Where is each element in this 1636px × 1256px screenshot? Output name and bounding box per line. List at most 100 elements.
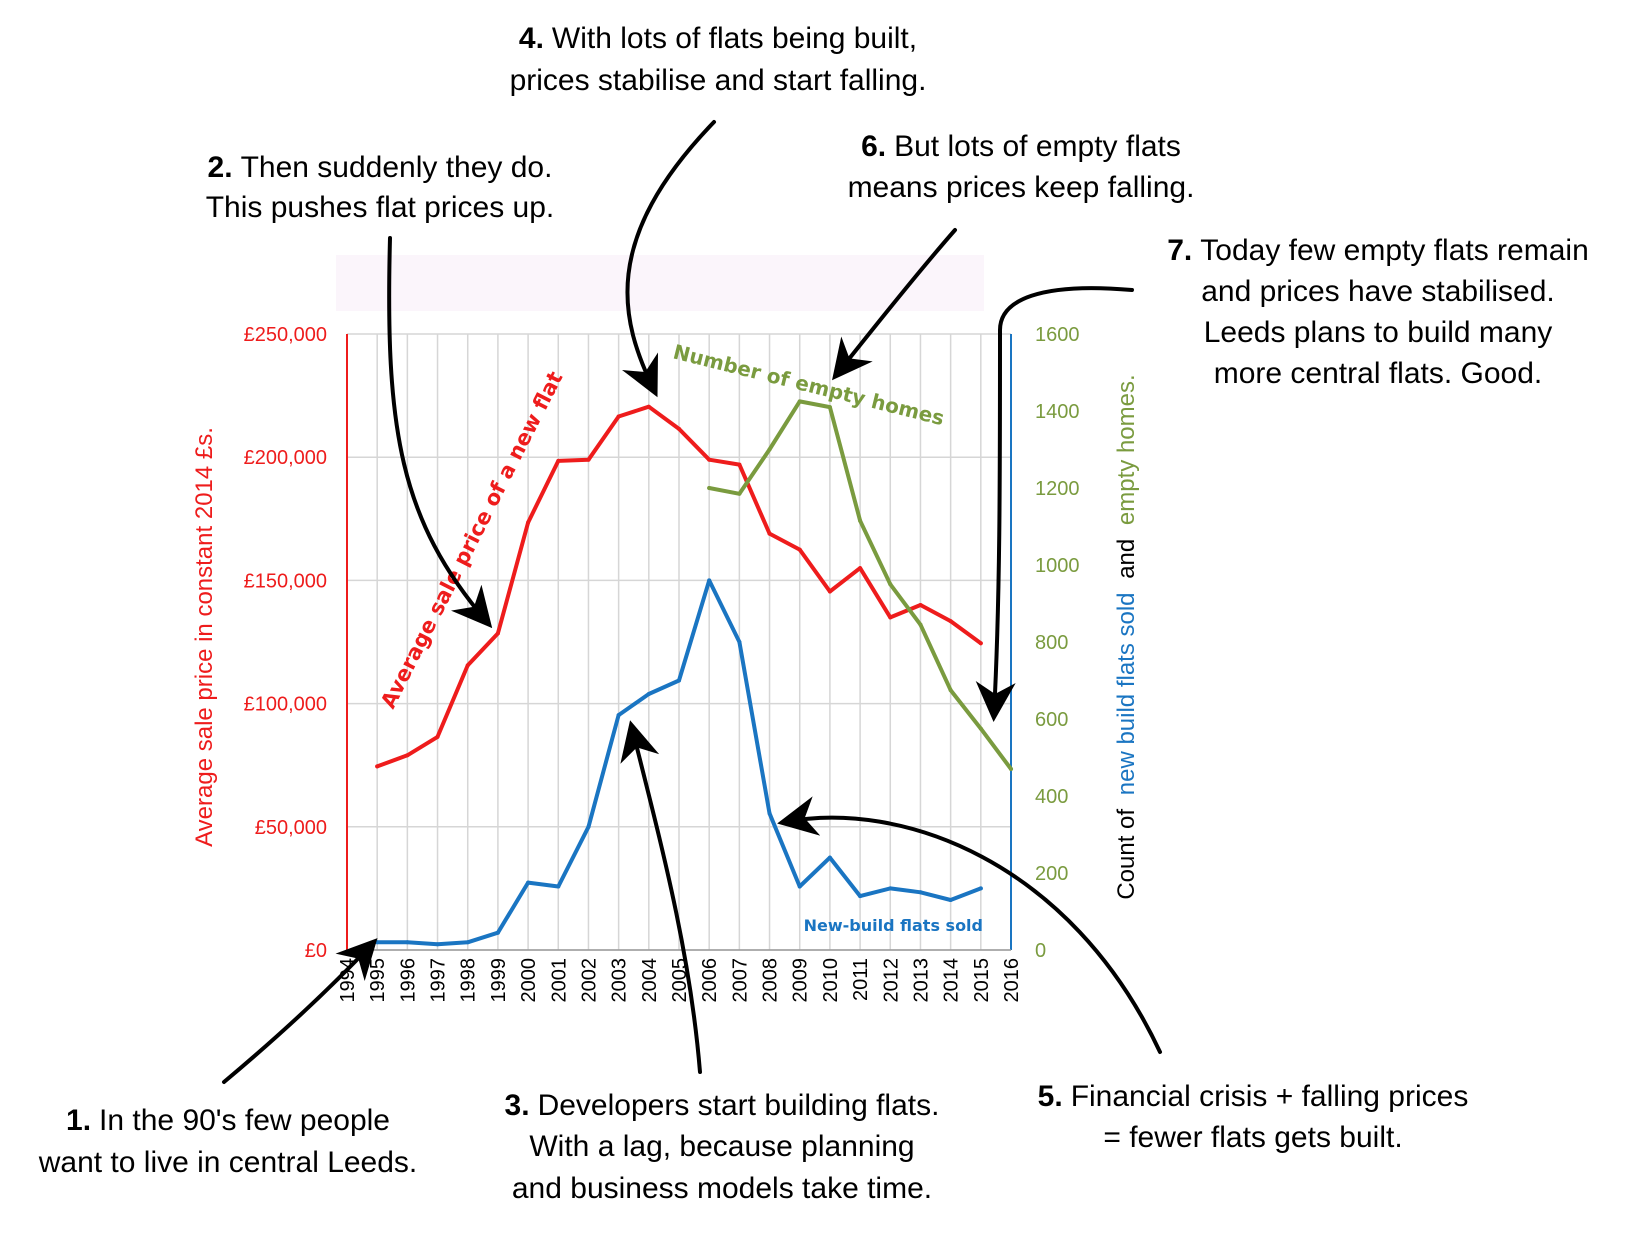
data-point-average-sale-price-of-a-new-flat (405, 753, 410, 758)
annotation-1: 1. In the 90's few people want to live in… (38, 1104, 418, 1179)
annotation-4: 4. With lots of flats being built, prices… (510, 22, 927, 97)
data-point-new-build-flats-sold (888, 886, 893, 891)
data-point-average-sale-price-of-a-new-flat (375, 764, 380, 769)
right-tick-label: 400 (1035, 786, 1068, 808)
data-point-number-of-empty-homes (918, 622, 923, 627)
grid (346, 333, 1012, 951)
right-axis-title-and: and (1113, 539, 1140, 579)
data-point-average-sale-price-of-a-new-flat (858, 566, 863, 571)
x-tick-label: 1995 (367, 958, 389, 1003)
right-axis-title-prefix: Count of (1113, 809, 1140, 900)
x-tick-label: 2000 (518, 958, 540, 1003)
right-tick-label: 200 (1035, 863, 1068, 885)
annotation-2-line-2: This pushes flat prices up. (206, 191, 555, 224)
data-point-average-sale-price-of-a-new-flat (586, 457, 591, 462)
annotation-3-line-2: With a lag, because planning (529, 1130, 914, 1163)
annotation-5: 5. Financial crisis + falling prices = fe… (1038, 1080, 1469, 1154)
annotation-7-line-4: more central flats. Good. (1214, 357, 1542, 390)
data-point-number-of-empty-homes (797, 399, 802, 404)
right-tick-label: 1000 (1035, 555, 1080, 577)
x-tick-label: 2012 (880, 958, 902, 1003)
left-tick-label: £200,000 (244, 447, 327, 469)
data-point-average-sale-price-of-a-new-flat (737, 462, 742, 467)
right-axis-title-green: empty homes. (1113, 374, 1140, 525)
annotation-7-line-1: 7. Today few empty flats remain (1167, 234, 1589, 267)
annotation-3-line-3: and business models take time. (512, 1172, 932, 1205)
x-tick-label: 1999 (488, 958, 510, 1003)
annotation-5-line-1: 5. Financial crisis + falling prices (1038, 1080, 1469, 1113)
left-tick-label: £0 (305, 940, 327, 962)
data-point-new-build-flats-sold (797, 884, 802, 889)
data-point-number-of-empty-homes (888, 582, 893, 587)
x-tick-label: 2001 (548, 958, 570, 1003)
series-label-new-build: New-build flats sold (804, 916, 983, 935)
data-point-number-of-empty-homes (737, 491, 742, 496)
annotation-2: 2. Then suddenly they do. This pushes fla… (206, 151, 555, 224)
arrow-annotation-3 (620, 720, 702, 1074)
data-point-average-sale-price-of-a-new-flat (677, 426, 681, 431)
annotation-1-line-2: want to live in central Leeds. (38, 1146, 418, 1179)
annotation-5-line-2: = fewer flats gets built. (1103, 1121, 1402, 1154)
data-point-average-sale-price-of-a-new-flat (918, 603, 923, 607)
data-point-new-build-flats-sold (465, 940, 470, 945)
data-point-average-sale-price-of-a-new-flat (556, 458, 561, 463)
data-point-new-build-flats-sold (435, 942, 440, 947)
axes: £0 £50,000 £100,000 £150,000 £200,000 £250,00… (244, 324, 1080, 1003)
x-tick-label: 2006 (699, 958, 721, 1003)
data-point-number-of-empty-homes (858, 518, 863, 523)
data-point-average-sale-price-of-a-new-flat (465, 663, 470, 668)
data-point-new-build-flats-sold (827, 855, 832, 860)
data-point-average-sale-price-of-a-new-flat (435, 734, 440, 739)
left-tick-label: £150,000 (244, 570, 327, 592)
data-point-number-of-empty-homes (948, 688, 953, 693)
data-point-average-sale-price-of-a-new-flat (827, 589, 832, 594)
data-point-average-sale-price-of-a-new-flat (616, 414, 621, 419)
data-point-average-sale-price-of-a-new-flat (888, 615, 893, 620)
annotation-7: 7. Today few empty flats remain and price… (1167, 234, 1589, 390)
data-point-number-of-empty-homes (1009, 767, 1013, 771)
right-tick-label: 600 (1035, 709, 1068, 731)
arrow-annotation-5 (777, 796, 1162, 1054)
x-tick-label: 2010 (820, 958, 842, 1003)
right-axis-title-blue: new build flats sold (1113, 592, 1140, 795)
annotation-3: 3. Developers start building flats. With … (505, 1089, 940, 1205)
x-tick-label: 2007 (729, 958, 751, 1003)
arrow-annotation-4 (622, 120, 716, 398)
data-point-new-build-flats-sold (586, 824, 591, 829)
data-point-average-sale-price-of-a-new-flat (707, 457, 712, 462)
left-tick-label: £100,000 (244, 694, 327, 716)
data-point-new-build-flats-sold (858, 894, 863, 899)
x-tick-label: 2009 (790, 958, 812, 1003)
data-point-average-sale-price-of-a-new-flat (797, 547, 802, 552)
right-tick-label: 1600 (1035, 324, 1080, 346)
data-point-average-sale-price-of-a-new-flat (978, 641, 983, 646)
right-tick-label: 800 (1035, 632, 1068, 654)
arrow-annotation-2 (387, 236, 493, 629)
annotation-6-line-2: means prices keep falling. (848, 171, 1195, 204)
data-point-new-build-flats-sold (948, 898, 953, 902)
data-point-new-build-flats-sold (707, 578, 712, 583)
plot-header-band (336, 255, 984, 311)
x-tick-label: 2004 (639, 958, 661, 1003)
data-point-new-build-flats-sold (978, 886, 983, 891)
x-tick-label: 1997 (428, 958, 450, 1003)
left-axis-title: Average sale price in constant 2014 £s. (191, 427, 218, 847)
x-tick-label: 2003 (609, 958, 631, 1003)
x-tick-label: 2016 (1001, 958, 1023, 1003)
x-tick-label: 1998 (458, 958, 480, 1003)
annotation-7-line-3: Leeds plans to build many (1204, 316, 1553, 349)
arrow-annotation-6 (832, 228, 957, 381)
data-point-number-of-empty-homes (978, 726, 983, 731)
x-tick-label: 2014 (941, 958, 963, 1003)
right-tick-label: 1400 (1035, 401, 1080, 423)
data-point-new-build-flats-sold (526, 880, 531, 885)
data-point-number-of-empty-homes (827, 405, 832, 410)
x-tick-label: 2015 (971, 958, 993, 1003)
data-point-new-build-flats-sold (767, 811, 772, 816)
data-point-average-sale-price-of-a-new-flat (646, 404, 651, 409)
annotation-6: 6. But lots of empty flats means prices k… (848, 130, 1195, 204)
right-tick-label: 1200 (1035, 478, 1080, 500)
annotation-4-line-2: prices stabilise and start falling. (510, 64, 927, 97)
data-point-new-build-flats-sold (918, 890, 923, 895)
